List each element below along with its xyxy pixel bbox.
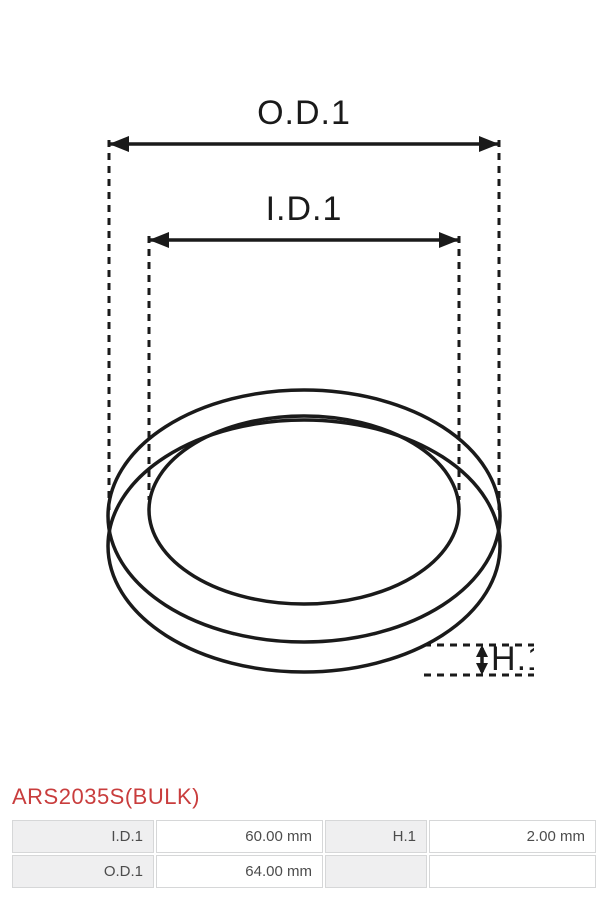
- ring-inner-top: [149, 416, 459, 604]
- diagram-svg: O.D.1 I.D.1: [74, 90, 534, 710]
- spec-value-empty: [429, 855, 596, 888]
- od1-arrow-left: [109, 136, 129, 152]
- od1-arrow-right: [479, 136, 499, 152]
- spec-value: 64.00 mm: [156, 855, 323, 888]
- spec-key-empty: [325, 855, 427, 888]
- ring-outer-bottom: [108, 420, 500, 672]
- h1-arrow-up: [476, 645, 488, 657]
- spec-table: I.D.1 60.00 mm H.1 2.00 mm O.D.1 64.00 m…: [10, 818, 598, 890]
- table-row: O.D.1 64.00 mm: [12, 855, 596, 888]
- product-code: ARS2035S(BULK): [12, 784, 598, 810]
- id1-label: I.D.1: [266, 190, 343, 228]
- spec-value: 60.00 mm: [156, 820, 323, 853]
- id1-arrow-right: [439, 232, 459, 248]
- dimension-diagram: O.D.1 I.D.1: [10, 0, 598, 780]
- od1-label: O.D.1: [257, 94, 351, 132]
- spec-key: O.D.1: [12, 855, 154, 888]
- spec-value: 2.00 mm: [429, 820, 596, 853]
- h1-label: H.1: [491, 640, 534, 678]
- h1-arrow-down: [476, 663, 488, 675]
- spec-key: H.1: [325, 820, 427, 853]
- id1-arrow-left: [149, 232, 169, 248]
- table-row: I.D.1 60.00 mm H.1 2.00 mm: [12, 820, 596, 853]
- spec-key: I.D.1: [12, 820, 154, 853]
